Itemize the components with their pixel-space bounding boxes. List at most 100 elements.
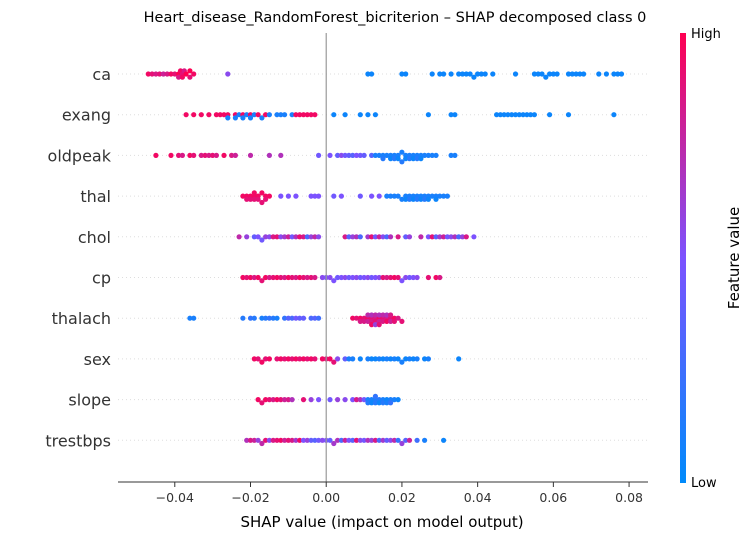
shap-point-ca [531, 71, 538, 77]
shap-point-ca [550, 71, 557, 77]
shap-point-oldpeak [452, 152, 458, 158]
shap-point-ca [149, 71, 155, 77]
feature-label-thalach: thalach [52, 309, 111, 328]
shap-point-sex [410, 356, 416, 362]
shap-point-trestbps [335, 437, 341, 443]
shap-point-sex [372, 356, 378, 362]
shap-point-exang [300, 112, 307, 118]
shap-point-chol [372, 234, 378, 240]
shap-point-trestbps [369, 437, 375, 443]
shap-point-oldpeak [346, 152, 352, 158]
shap-point-thalach [285, 315, 291, 321]
shap-point-chol [259, 237, 265, 243]
shap-point-chol [282, 234, 288, 240]
shap-point-cp [425, 274, 431, 281]
shap-point-trestbps [331, 440, 337, 447]
colorbar-gradient [680, 33, 686, 483]
shap-point-trestbps [278, 437, 284, 443]
shap-point-thal [418, 196, 424, 202]
shap-point-oldpeak [168, 152, 174, 158]
shap-point-ca [183, 71, 189, 77]
shap-point-cp [312, 274, 318, 281]
shap-point-trestbps [270, 437, 276, 443]
shap-point-slope [361, 397, 367, 403]
shap-point-oldpeak [399, 149, 405, 155]
shap-point-ca [153, 71, 159, 77]
shap-point-cp [406, 274, 413, 281]
shap-point-exang [289, 112, 295, 118]
shap-point-thal [240, 193, 246, 199]
shap-point-exang [494, 112, 500, 118]
shap-point-exang [293, 112, 299, 118]
shap-point-exang [217, 112, 223, 118]
shap-point-ca [429, 71, 435, 77]
shap-point-oldpeak [316, 152, 322, 158]
shap-point-chol [297, 234, 303, 240]
shap-point-trestbps [282, 437, 288, 443]
shap-point-exang [244, 112, 250, 118]
shap-point-thal [395, 193, 401, 199]
shap-point-slope [308, 397, 314, 403]
shap-point-thalach [388, 318, 394, 324]
shap-point-oldpeak [229, 152, 235, 158]
shap-point-exang [425, 112, 431, 118]
shap-point-exang [259, 115, 265, 121]
shap-point-oldpeak [213, 152, 219, 158]
shap-point-exang [528, 112, 534, 118]
shap-point-slope [335, 397, 341, 403]
shap-point-oldpeak [187, 152, 193, 158]
shap-point-thal [399, 196, 405, 202]
shap-point-sex [285, 356, 291, 362]
shap-point-slope [274, 397, 280, 403]
shap-point-slope [350, 397, 356, 403]
shap-point-oldpeak [414, 156, 420, 162]
feature-rows: ca exang oldpeak thal chol cp thalach sex slope t… [45, 65, 648, 450]
shap-point-exang [501, 112, 507, 118]
shap-point-cp [391, 274, 397, 281]
shap-point-sex [391, 356, 397, 362]
shap-point-exang [565, 112, 572, 118]
shap-point-sex [263, 356, 269, 362]
shap-point-trestbps [403, 437, 409, 443]
shap-point-sex [259, 359, 265, 365]
shap-point-thalach [399, 318, 405, 324]
shap-point-exang [509, 112, 515, 118]
shap-point-sex [357, 356, 363, 362]
shap-point-exang [312, 112, 318, 118]
shap-point-exang [213, 112, 219, 118]
shap-point-oldpeak [376, 152, 382, 158]
shap-point-exang [274, 112, 280, 118]
shap-point-chol [376, 234, 382, 240]
shap-point-ca [618, 71, 625, 77]
shap-point-exang [505, 112, 511, 118]
shap-point-trestbps [285, 437, 291, 443]
shap-point-thalach [384, 318, 390, 324]
shap-point-ca [603, 71, 610, 77]
shap-point-oldpeak [335, 152, 341, 158]
shap-point-exang [308, 112, 314, 118]
shap-point-sex [414, 356, 420, 362]
shap-point-thalach [259, 315, 265, 321]
shap-point-thal [369, 193, 375, 199]
shap-point-thalach [308, 315, 314, 321]
shap-point-thalach [391, 318, 397, 324]
shap-point-oldpeak [206, 152, 212, 158]
shap-point-thalach [240, 315, 246, 321]
shap-point-oldpeak [357, 152, 363, 158]
shap-point-thalach [380, 318, 386, 324]
colorbar-high-label: High [691, 27, 721, 42]
shap-point-thal [331, 193, 337, 199]
shap-point-chol [285, 234, 291, 240]
shap-point-slope [263, 397, 269, 403]
shap-point-sex [293, 356, 299, 362]
shap-point-ca [191, 71, 197, 77]
shap-point-sex [380, 356, 386, 362]
feature-label-cp: cp [92, 269, 111, 288]
shap-point-cp [335, 274, 341, 281]
shap-point-chol [441, 234, 447, 240]
shap-point-cp [369, 274, 375, 281]
shap-point-thal [308, 193, 314, 199]
shap-point-exang [232, 115, 238, 121]
shap-point-trestbps [319, 437, 325, 443]
